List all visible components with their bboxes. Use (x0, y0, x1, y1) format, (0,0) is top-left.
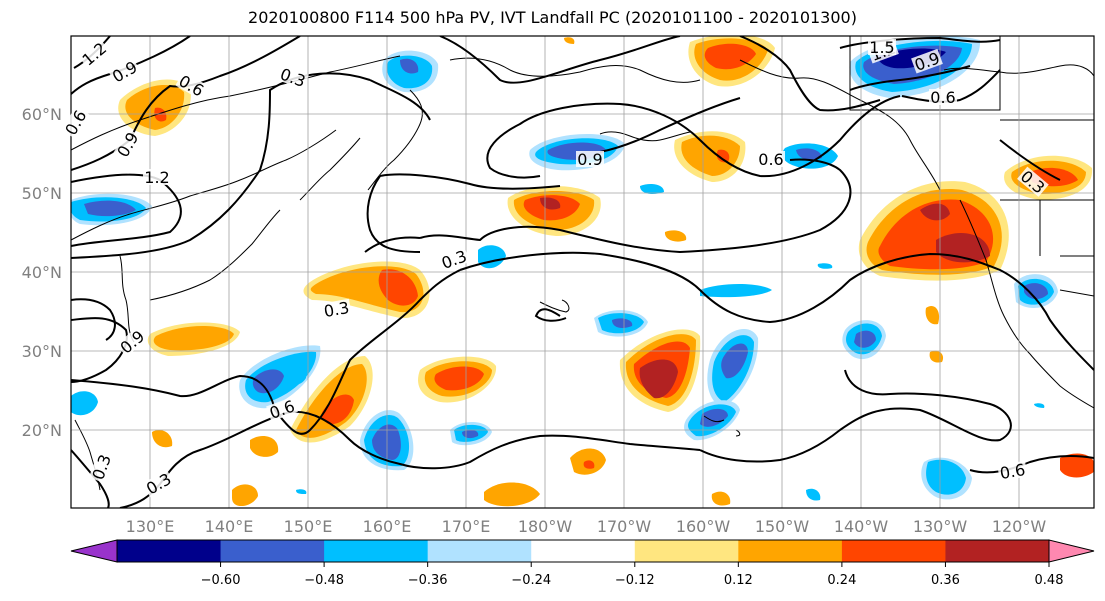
colorbar-tick-label: −0.12 (615, 573, 655, 588)
contour-label-text: 0.9 (113, 129, 142, 161)
coastlines (71, 36, 1094, 491)
plot-frame (70, 35, 1095, 509)
contour-label-text: 0.9 (577, 150, 602, 169)
colorbar-segment (738, 540, 843, 562)
colorbar-tick-label: 0.36 (931, 573, 960, 588)
warm-blob (484, 37, 1094, 507)
cool-blob (382, 50, 439, 93)
colorbar-segment (117, 540, 222, 562)
contour-label: 0.9 (113, 128, 142, 161)
gridlines (71, 36, 1094, 508)
contour-label-text: 1.2 (144, 168, 169, 187)
cool-blob (594, 310, 648, 337)
colorbar-tick-label: −0.48 (304, 573, 344, 588)
contour-label: 0.3 (277, 64, 309, 91)
latitude-label: 30°N (22, 342, 62, 361)
colorbar-tick-label: 0.24 (827, 573, 856, 588)
contour-label-text: 0.6 (930, 88, 955, 107)
contour-label-text: 1.2 (79, 39, 111, 70)
contour-label: 0.3 (321, 298, 352, 321)
warm-blob (619, 329, 701, 412)
warm-blob (147, 322, 240, 356)
longitude-label: 160°W (676, 517, 731, 536)
colorbar-tick-label: 0.12 (724, 573, 753, 588)
latitude-label: 40°N (22, 263, 62, 282)
warm-blob (152, 429, 279, 507)
cool-blob (1014, 274, 1058, 308)
longitude-label: 180°W (518, 517, 573, 536)
latitude-label: 60°N (22, 105, 62, 124)
colorbar-segment (945, 540, 1050, 562)
longitude-label: 170°E (442, 517, 491, 536)
cool-blob (71, 391, 1045, 501)
colorbar-segment (220, 540, 325, 562)
longitude-label: 150°W (755, 517, 810, 536)
cool-blob (71, 193, 152, 226)
contour-label: 0.6 (997, 460, 1028, 483)
colorbar-extend-high (1048, 539, 1095, 563)
longitude-labels: 130°E 140°E 150°E 160°E 170°E 180°W 170°W 160°W… (126, 517, 1047, 536)
colorbar-segment (841, 540, 946, 562)
contour-label-text: 0.9 (109, 57, 141, 86)
contour-label: 0.6 (757, 150, 785, 169)
cool-blob (842, 320, 886, 360)
longitude-label: 160°E (363, 517, 412, 536)
longitude-label: 150°E (284, 517, 333, 536)
warm-blob (418, 356, 497, 403)
contour-label: 1.2 (143, 168, 171, 187)
contour-label-text: 0.3 (322, 298, 350, 321)
cool-blob (478, 245, 833, 298)
contour-label: 0.6 (929, 88, 957, 107)
colorbar-segment (324, 540, 429, 562)
colorbar-tick-label: −0.60 (201, 573, 241, 588)
contour-label-text: 0.6 (758, 150, 783, 169)
warm-blob (303, 261, 430, 319)
map-title: 2020100800 F114 500 hPa PV, IVT Landfall… (248, 8, 857, 27)
latitude-label: 50°N (22, 184, 62, 203)
colorbar-segment (427, 540, 532, 562)
longitude-label: 140°E (205, 517, 254, 536)
contour-label-text: 0.6 (998, 460, 1026, 483)
contour-label: 1.5 (868, 38, 896, 57)
contour-label: 1.2 (78, 38, 111, 70)
longitude-label: 130°E (126, 517, 175, 536)
warm-blob (674, 131, 746, 182)
contour-label: 0.6 (61, 106, 90, 139)
contour-label: 0.3 (142, 469, 175, 498)
longitude-label: 140°W (834, 517, 889, 536)
contour-label: 0.3 (88, 451, 115, 483)
contour-label-text: 0.3 (143, 469, 175, 498)
cool-blob (450, 421, 492, 446)
longitude-label: 120°W (992, 517, 1047, 536)
contour-label-text: 0.6 (61, 107, 90, 139)
colorbar-frame (116, 539, 1050, 563)
contour-label-text: 1.5 (869, 38, 894, 57)
colorbar: −0.60 −0.48 −0.36 −0.24 −0.12 0.12 0.24 0.36 0.4… (70, 539, 1095, 588)
contour-label: 0.9 (576, 150, 604, 169)
cool-blob (239, 345, 321, 409)
warm-blob (688, 36, 775, 87)
latitude-labels: 60°N 50°N 40°N 30°N 20°N (22, 105, 62, 440)
pv-contours (71, 36, 1094, 508)
longitude-label: 170°W (597, 517, 652, 536)
warm-blob (664, 230, 687, 242)
colorbar-segment (634, 540, 739, 562)
contour-label: 0.9 (108, 57, 141, 86)
latitude-label: 20°N (22, 421, 62, 440)
colorbar-segment (531, 540, 636, 562)
colorbar-tick-label: −0.36 (408, 573, 448, 588)
colorbar-tick-label: 0.48 (1035, 573, 1064, 588)
colorbar-extend-low (70, 539, 118, 563)
longitude-label: 130°W (913, 517, 968, 536)
colorbar-tick-label: −0.24 (511, 573, 551, 588)
